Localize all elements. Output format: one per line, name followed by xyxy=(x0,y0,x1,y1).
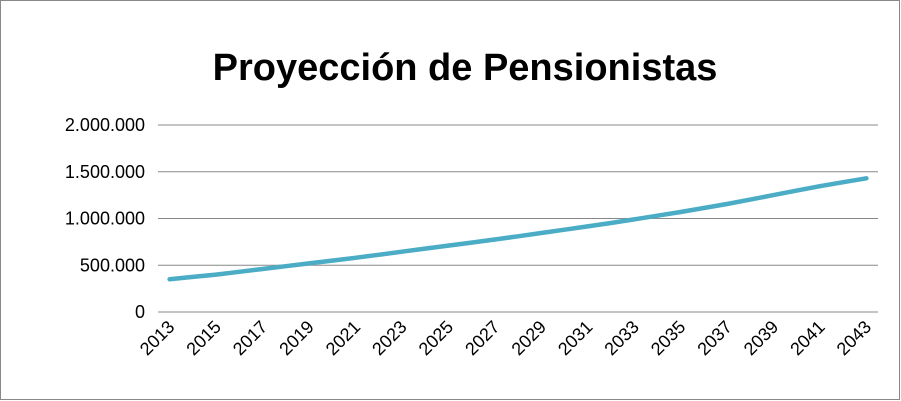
y-tick-label: 0 xyxy=(135,302,145,322)
y-tick-label: 1.500.000 xyxy=(65,162,145,182)
y-tick-label: 2.000.000 xyxy=(65,115,145,135)
data-line xyxy=(167,176,869,282)
y-tick-label: 500.000 xyxy=(80,255,145,275)
y-tick-label: 1.000.000 xyxy=(65,209,145,229)
chart-title: Proyección de Pensionistas xyxy=(213,47,718,89)
